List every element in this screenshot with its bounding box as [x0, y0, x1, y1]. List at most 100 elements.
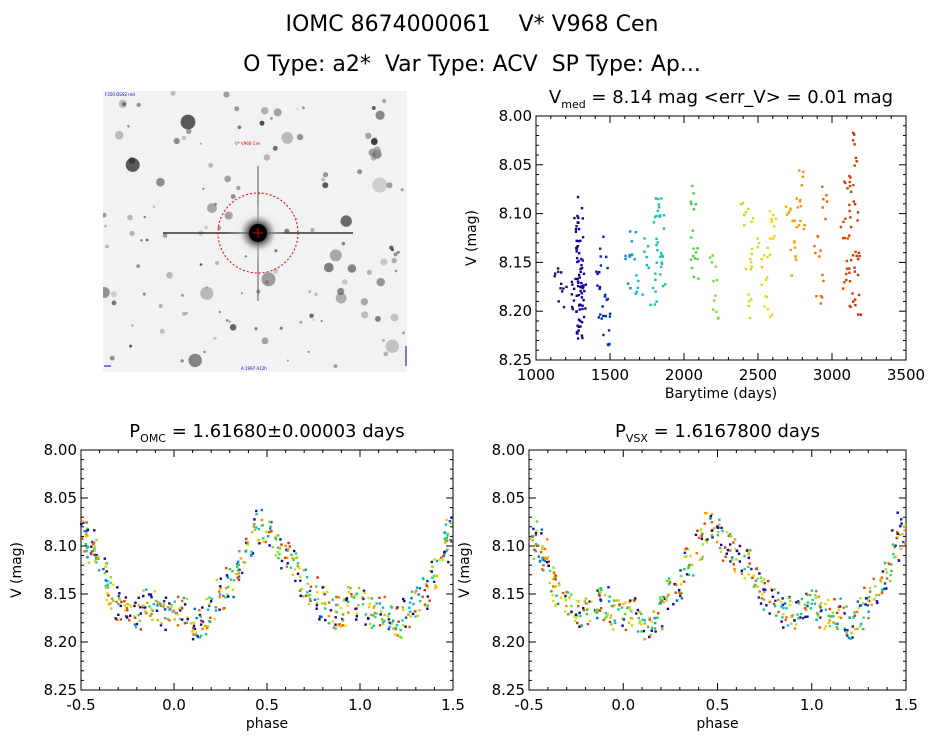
data-point	[640, 630, 643, 633]
y-tick-label: 8.10	[44, 537, 77, 555]
data-point	[262, 537, 265, 540]
data-point	[717, 317, 720, 320]
data-point	[574, 277, 577, 281]
data-point	[201, 627, 204, 631]
data-point	[383, 619, 386, 623]
data-point	[740, 572, 744, 575]
data-point	[112, 599, 115, 603]
data-point	[350, 595, 353, 598]
data-point	[270, 530, 273, 533]
data-point	[784, 618, 787, 622]
data-point	[387, 628, 390, 631]
data-point	[675, 599, 679, 602]
data-point	[798, 169, 801, 172]
data-point	[846, 634, 849, 637]
data-point	[837, 605, 841, 609]
data-point	[445, 536, 449, 540]
data-point	[718, 523, 721, 526]
data-point	[750, 261, 753, 264]
data-point	[763, 578, 766, 581]
data-point	[449, 538, 452, 542]
data-point	[881, 590, 884, 593]
data-point	[286, 562, 289, 565]
data-point	[713, 526, 716, 530]
background-star	[320, 320, 323, 322]
data-point	[710, 261, 714, 264]
data-point	[672, 603, 675, 606]
data-point	[258, 542, 261, 545]
data-point	[367, 596, 370, 600]
data-point	[421, 595, 424, 598]
data-point	[145, 612, 148, 615]
data-point	[402, 597, 405, 601]
data-point	[106, 579, 109, 583]
background-star	[314, 292, 318, 297]
background-star	[105, 244, 109, 249]
data-point	[170, 605, 173, 608]
data-point	[580, 267, 584, 270]
data-point	[795, 258, 798, 262]
data-point	[683, 555, 687, 558]
data-point	[777, 591, 780, 595]
data-point	[209, 616, 212, 619]
background-star	[342, 279, 348, 285]
data-point	[738, 560, 741, 563]
data-point	[802, 227, 806, 231]
data-point	[426, 579, 429, 583]
data-point	[781, 597, 784, 600]
data-point	[540, 532, 543, 535]
data-point	[846, 629, 849, 632]
data-point	[80, 523, 83, 526]
data-point	[124, 596, 127, 599]
data-point	[582, 272, 586, 275]
data-point	[605, 255, 608, 259]
data-point	[403, 599, 406, 603]
data-point	[142, 589, 145, 592]
data-point	[831, 611, 834, 614]
data-point	[602, 235, 605, 238]
data-point	[306, 591, 309, 594]
data-point	[110, 607, 113, 610]
data-point	[717, 526, 720, 529]
data-point	[304, 594, 308, 597]
background-star	[109, 355, 115, 361]
data-point	[660, 254, 664, 257]
data-point	[634, 230, 637, 234]
data-point	[537, 544, 540, 547]
data-point	[602, 314, 605, 318]
data-point	[103, 572, 107, 575]
data-point	[810, 602, 813, 605]
data-point	[656, 616, 659, 619]
data-point	[762, 588, 765, 591]
y-tick-label: 8.00	[44, 441, 77, 459]
data-point	[411, 612, 415, 616]
data-point	[801, 175, 805, 178]
background-star	[204, 225, 208, 230]
data-point	[797, 600, 800, 603]
data-point	[853, 266, 856, 269]
data-point	[373, 611, 377, 615]
data-point	[608, 312, 612, 315]
data-point	[641, 293, 644, 296]
data-point	[661, 625, 664, 628]
data-point	[636, 286, 640, 290]
data-point	[579, 325, 582, 328]
data-point	[576, 337, 580, 340]
data-point	[886, 561, 890, 564]
data-point	[893, 545, 896, 549]
data-point	[355, 612, 359, 615]
background-star	[308, 290, 312, 294]
background-star	[185, 312, 188, 315]
data-point	[409, 615, 412, 618]
data-point	[690, 563, 694, 567]
data-point	[747, 565, 750, 569]
data-point	[204, 625, 207, 628]
data-point	[237, 578, 241, 581]
data-point	[623, 612, 627, 616]
data-point	[326, 590, 329, 594]
data-point	[119, 598, 122, 601]
data-point	[773, 225, 776, 228]
data-point	[733, 568, 736, 571]
data-point	[627, 621, 631, 624]
background-star	[129, 344, 133, 348]
